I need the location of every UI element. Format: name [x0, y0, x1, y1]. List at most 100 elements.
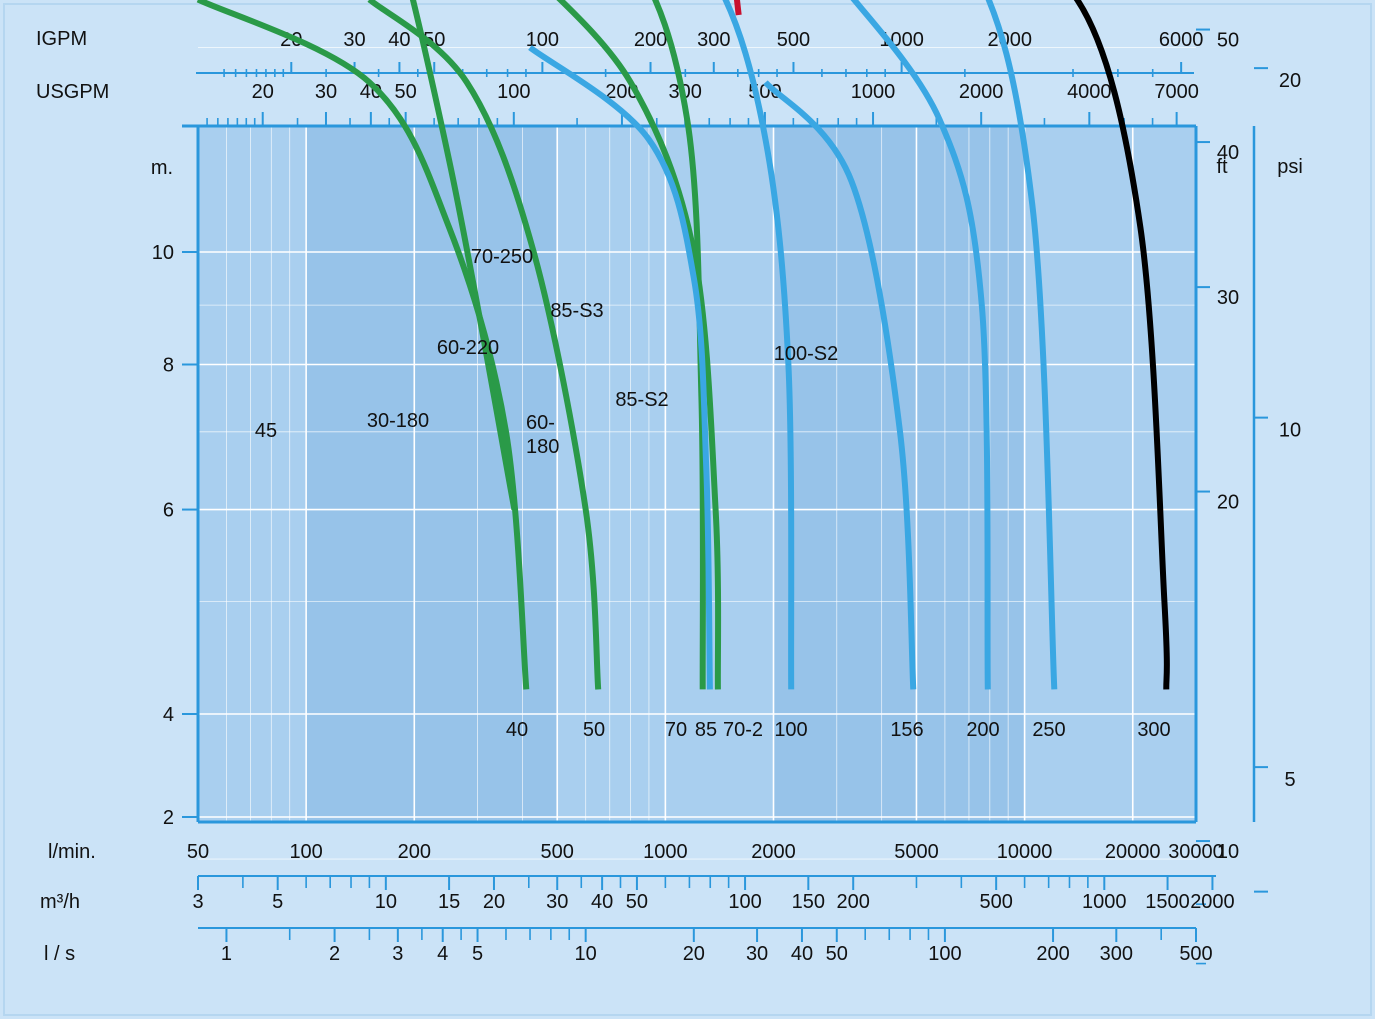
- m3h-tick-label: 200: [837, 891, 870, 913]
- m3h-tick-label: 2000: [1190, 891, 1235, 913]
- lmin-tick-label: 10000: [997, 841, 1053, 863]
- psi-tick-label: 5: [1284, 769, 1295, 791]
- curve-series-8: [556, 0, 722, 690]
- lmin-tick-label: 1000: [643, 841, 688, 863]
- m3h-tick-label: 3: [192, 891, 203, 913]
- curve-label-100-S2: 100-S2: [774, 343, 839, 365]
- m3h-tick-label: 40: [591, 891, 613, 913]
- size-label: 70: [665, 719, 687, 741]
- ls-tick-label: 50: [826, 943, 848, 965]
- m3h-tick-label: 500: [979, 891, 1012, 913]
- curve-series-11: [763, 80, 917, 690]
- plot-band-1: [773, 126, 1025, 822]
- igpm-tick-label: 300: [697, 29, 730, 51]
- left-tick-label: 8: [163, 355, 174, 377]
- m3h-tick-label: 100: [728, 891, 761, 913]
- m3h-tick-label: 15: [438, 891, 460, 913]
- ls-tick-label: 2: [329, 943, 340, 965]
- m3h-tick-label: 1000: [1082, 891, 1127, 913]
- axes: IGPM 20 30 40 50 100 200 300 500 1000 2000 6000 USGP…: [36, 28, 1303, 965]
- usgpm-tick-label: 20: [252, 81, 274, 103]
- lmin-tick-label: 20000: [1105, 841, 1161, 863]
- curve-series-1: [196, 0, 530, 690]
- lmin-axis-label: l/min.: [48, 841, 96, 863]
- size-label: 70-2: [723, 719, 763, 741]
- curve-series-9: [528, 45, 713, 690]
- left-axis-label: m.: [151, 157, 173, 179]
- curve-series-12: [850, 0, 991, 690]
- lmin-tick-label: 50: [187, 841, 209, 863]
- igpm-tick-label: 500: [777, 29, 810, 51]
- usgpm-axis-label: USGPM: [36, 81, 109, 103]
- size-label: 250: [1032, 719, 1065, 741]
- ls-tick-label: 10: [575, 943, 597, 965]
- ls-tick-label: 1: [221, 943, 232, 965]
- curve-label-85-S2: 85-S2: [615, 389, 668, 411]
- size-label: 200: [966, 719, 999, 741]
- size-label: 50: [583, 719, 605, 741]
- curve-30-180: [367, 0, 602, 690]
- size-label: 85: [695, 719, 717, 741]
- lmin-tick-label: 100: [289, 841, 322, 863]
- usgpm-tick-label: 50: [395, 81, 417, 103]
- ft-tick-label: 40: [1217, 142, 1239, 164]
- lmin-tick-label: 2000: [751, 841, 796, 863]
- left-tick-label: 6: [163, 500, 174, 522]
- curve-series-14: [1073, 0, 1170, 690]
- curve-labels: 45 30-18060-22060-18070-25085-S385-S2100-…: [255, 246, 1171, 741]
- ls-tick-label: 30: [746, 943, 768, 965]
- igpm-tick-label: 2000: [988, 29, 1033, 51]
- ls-tick-label: 500: [1179, 943, 1212, 965]
- curve-series-10: [722, 0, 795, 690]
- lmin-tick-label: 500: [541, 841, 574, 863]
- psi-tick-label: 10: [1279, 420, 1301, 442]
- ls-tick-label: 300: [1100, 943, 1133, 965]
- psi-axis-label: psi: [1277, 156, 1303, 178]
- ft-axis-label: ft: [1216, 156, 1228, 178]
- pump-curves: [196, 0, 1170, 690]
- curve-label-45: 45: [255, 420, 277, 442]
- igpm-tick-label: 6000: [1159, 29, 1204, 51]
- ft-tick-label: 10: [1217, 841, 1239, 863]
- m3h-tick-label: 10: [375, 891, 397, 913]
- usgpm-tick-label: 7000: [1154, 81, 1199, 103]
- m3h-tick-label: 5: [272, 891, 283, 913]
- ft-tick-label: 20: [1217, 492, 1239, 514]
- ls-tick-label: 40: [791, 943, 813, 965]
- usgpm-tick-label: 4000: [1067, 81, 1112, 103]
- ls-tick-label: 200: [1036, 943, 1069, 965]
- curve-label-60-180-line2: 180: [526, 436, 559, 458]
- curve-label-30-180: 30-180: [367, 410, 429, 432]
- ls-tick-label: 100: [928, 943, 961, 965]
- igpm-tick-label: 30: [343, 29, 365, 51]
- ls-tick-label: 20: [683, 943, 705, 965]
- ls-tick-label: 3: [392, 943, 403, 965]
- igpm-axis-label: IGPM: [36, 28, 87, 50]
- usgpm-tick-label: 2000: [959, 81, 1004, 103]
- ft-tick-label: 30: [1217, 287, 1239, 309]
- igpm-tick-label: 40: [388, 29, 410, 51]
- outer-border: [3, 3, 1372, 1016]
- curve-series-7: [652, 0, 706, 690]
- left-tick-label: 4: [163, 704, 174, 726]
- size-label: 100: [774, 719, 807, 741]
- lmin-tick-label: 30000: [1168, 841, 1224, 863]
- size-label: 300: [1137, 719, 1170, 741]
- usgpm-tick-label: 100: [497, 81, 530, 103]
- curve-label-85-S3: 85-S3: [550, 300, 603, 322]
- m3h-axis-label: m³/h: [40, 891, 80, 913]
- size-label: 40: [506, 719, 528, 741]
- m3h-tick-label: 50: [626, 891, 648, 913]
- plot-band-0: [306, 126, 558, 822]
- left-tick-label: 2: [163, 807, 174, 829]
- left-tick-label: 10: [152, 242, 174, 264]
- usgpm-tick-label: 30: [315, 81, 337, 103]
- lmin-tick-label: 200: [398, 841, 431, 863]
- ft-tick-label: 50: [1217, 30, 1239, 52]
- size-label: 156: [890, 719, 923, 741]
- m3h-tick-label: 1500: [1145, 891, 1190, 913]
- curve-series-13: [985, 0, 1058, 690]
- igpm-tick-label: 200: [634, 29, 667, 51]
